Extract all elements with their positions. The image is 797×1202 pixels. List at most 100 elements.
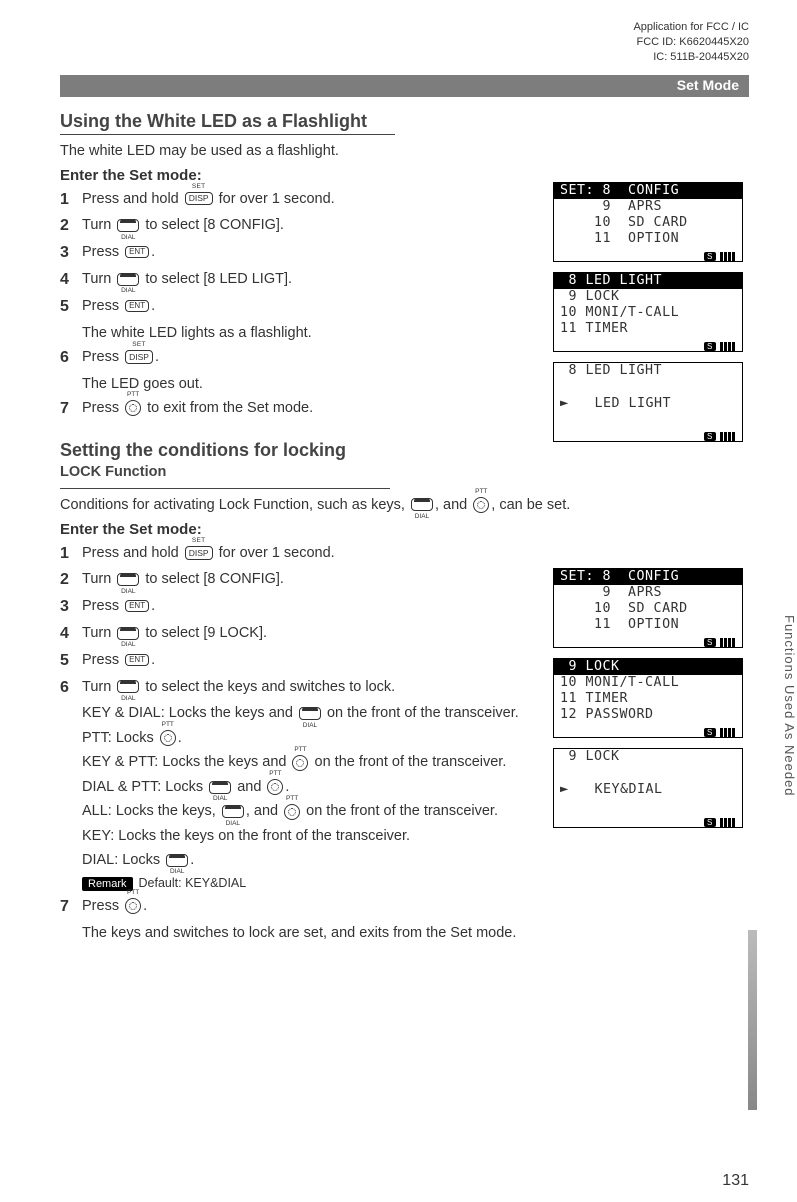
lcd-led-list: 8 LED LIGHT 9 LOCK 10 MONI/T-CALL 11 TIM…: [553, 272, 743, 352]
header-line3: IC: 511B-20445X20: [60, 50, 749, 65]
section2-lead: Conditions for activating Lock Function,…: [60, 497, 749, 513]
step-text: Press: [82, 598, 123, 614]
key-def: KEY: Locks the keys on the front of the …: [60, 825, 749, 847]
section2-title: Setting the conditions for locking LOCK …: [60, 440, 390, 488]
def-text: KEY & DIAL: Locks the keys and: [82, 705, 297, 721]
lcd-row: 10 SD CARD: [554, 601, 742, 617]
step7-note: The keys and switches to lock are set, a…: [60, 922, 749, 944]
lcd-status-icons: S: [554, 633, 742, 647]
step-num: 1: [60, 188, 82, 213]
lcd-lock-value: 9 LOCK ► KEY&DIAL S: [553, 748, 743, 828]
lcd-status-icons: S: [554, 247, 742, 261]
def-text: on the front of the transceiver.: [302, 803, 498, 819]
ptt-key-icon: [160, 730, 176, 746]
def-text: DIAL & PTT: Locks: [82, 779, 207, 795]
lcd-status-icons: S: [554, 427, 742, 441]
lcd-config-2: SET: 8 CONFIG 9 APRS 10 SD CARD 11 OPTIO…: [553, 568, 743, 648]
section1-steps: 1 Press and hold DISP for over 1 second.…: [60, 188, 530, 320]
lcd-status-icons: S: [554, 813, 742, 827]
step-num: 3: [60, 595, 82, 620]
def-text: DIAL: Locks: [82, 852, 164, 868]
lead-text: , and: [435, 497, 471, 513]
step-text: for over 1 second.: [215, 191, 335, 207]
lcd-row: 11 OPTION: [554, 617, 742, 633]
svg-text:S: S: [707, 432, 712, 441]
lcd-row: 8 LED LIGHT: [554, 363, 742, 379]
ent-key-icon: ENT: [125, 654, 149, 666]
dial-key-icon: [299, 707, 321, 720]
step-text: for over 1 second.: [215, 545, 335, 561]
mode-bar-label: Set Mode: [677, 77, 739, 93]
key-ptt-def: KEY & PTT: Locks the keys and on the fro…: [60, 751, 540, 773]
ptt-key-icon: [125, 400, 141, 416]
dial-key-icon: [117, 573, 139, 586]
lcd-row: 10 MONI/T-CALL: [554, 675, 742, 691]
lcd-row: SET: 8 CONFIG: [554, 183, 742, 199]
lead-text: , can be set.: [491, 497, 570, 513]
step-text: .: [151, 298, 155, 314]
step-text: Press: [82, 652, 123, 668]
key-dial-def: KEY & DIAL: Locks the keys and on the fr…: [60, 702, 540, 724]
dial-key-icon: [117, 273, 139, 286]
step-num: 4: [60, 268, 82, 293]
step-num: 1: [60, 542, 82, 567]
lcd-row: ► KEY&DIAL: [554, 781, 742, 797]
lcd-row: 9 LOCK: [554, 659, 742, 675]
page-number: 131: [722, 1172, 749, 1190]
step-num: 7: [60, 895, 82, 920]
step-num: 7: [60, 397, 82, 422]
step-num: 4: [60, 622, 82, 647]
step-text: Press: [82, 298, 123, 314]
svg-text:S: S: [707, 252, 712, 261]
header-line2: FCC ID: K6620445X20: [60, 35, 749, 50]
step-text: Press: [82, 244, 123, 260]
ent-key-icon: ENT: [125, 300, 149, 312]
application-header: Application for FCC / IC FCC ID: K662044…: [60, 20, 749, 65]
lcd-row: ► LED LIGHT: [554, 395, 742, 411]
ptt-key-icon: [125, 898, 141, 914]
arrow-icon: ►: [560, 395, 569, 411]
ptt-key-icon: [473, 497, 489, 513]
step-text: Turn: [82, 571, 115, 587]
step-text: Press and hold: [82, 545, 183, 561]
def-text: .: [178, 730, 182, 746]
mode-bar: Set Mode: [60, 75, 749, 97]
step-num: 5: [60, 649, 82, 674]
header-line1: Application for FCC / IC: [60, 20, 749, 35]
section1-title: Using the White LED as a Flashlight: [60, 111, 395, 135]
ptt-key-icon: [267, 779, 283, 795]
step-text: Press: [82, 898, 123, 914]
def-text: ALL: Locks the keys,: [82, 803, 220, 819]
dial-key-icon: [117, 627, 139, 640]
remark-text: Default: KEY&DIAL: [139, 876, 247, 890]
step-text: to select [9 LOCK].: [141, 625, 267, 641]
step-text: to select [8 CONFIG].: [141, 217, 284, 233]
all-def: ALL: Locks the keys, , and on the front …: [60, 800, 540, 822]
disp-key-icon: DISP: [185, 546, 213, 560]
dial-def: DIAL: Locks .: [60, 849, 749, 871]
lcd-lock-list: 9 LOCK 10 MONI/T-CALL 11 TIMER 12 PASSWO…: [553, 658, 743, 738]
def-text: , and: [246, 803, 282, 819]
step-text: .: [155, 349, 159, 365]
lcd-row: 11 TIMER: [554, 691, 742, 707]
step-num: 6: [60, 346, 82, 371]
lcd-row: 9 APRS: [554, 585, 742, 601]
lcd-row: 10 SD CARD: [554, 215, 742, 231]
lead-text: Conditions for activating Lock Function,…: [60, 497, 409, 513]
step-text: Turn: [82, 271, 115, 287]
step-num: 3: [60, 241, 82, 266]
svg-text:S: S: [707, 342, 712, 351]
lcd-row: SET: 8 CONFIG: [554, 569, 742, 585]
ent-key-icon: ENT: [125, 246, 149, 258]
dial-key-icon: [166, 854, 188, 867]
disp-key-icon: DISP: [185, 192, 213, 206]
lcd-config: SET: 8 CONFIG 9 APRS 10 SD CARD 11 OPTIO…: [553, 182, 743, 262]
svg-text:S: S: [707, 728, 712, 737]
step-text: Press: [82, 349, 123, 365]
def-text: .: [285, 779, 289, 795]
section2-title-l1: Setting the conditions for locking: [60, 440, 346, 460]
lcd-row: 12 PASSWORD: [554, 707, 742, 723]
lcd-row: 9 APRS: [554, 199, 742, 215]
ptt-key-icon: [284, 804, 300, 820]
arrow-icon: ►: [560, 781, 569, 797]
